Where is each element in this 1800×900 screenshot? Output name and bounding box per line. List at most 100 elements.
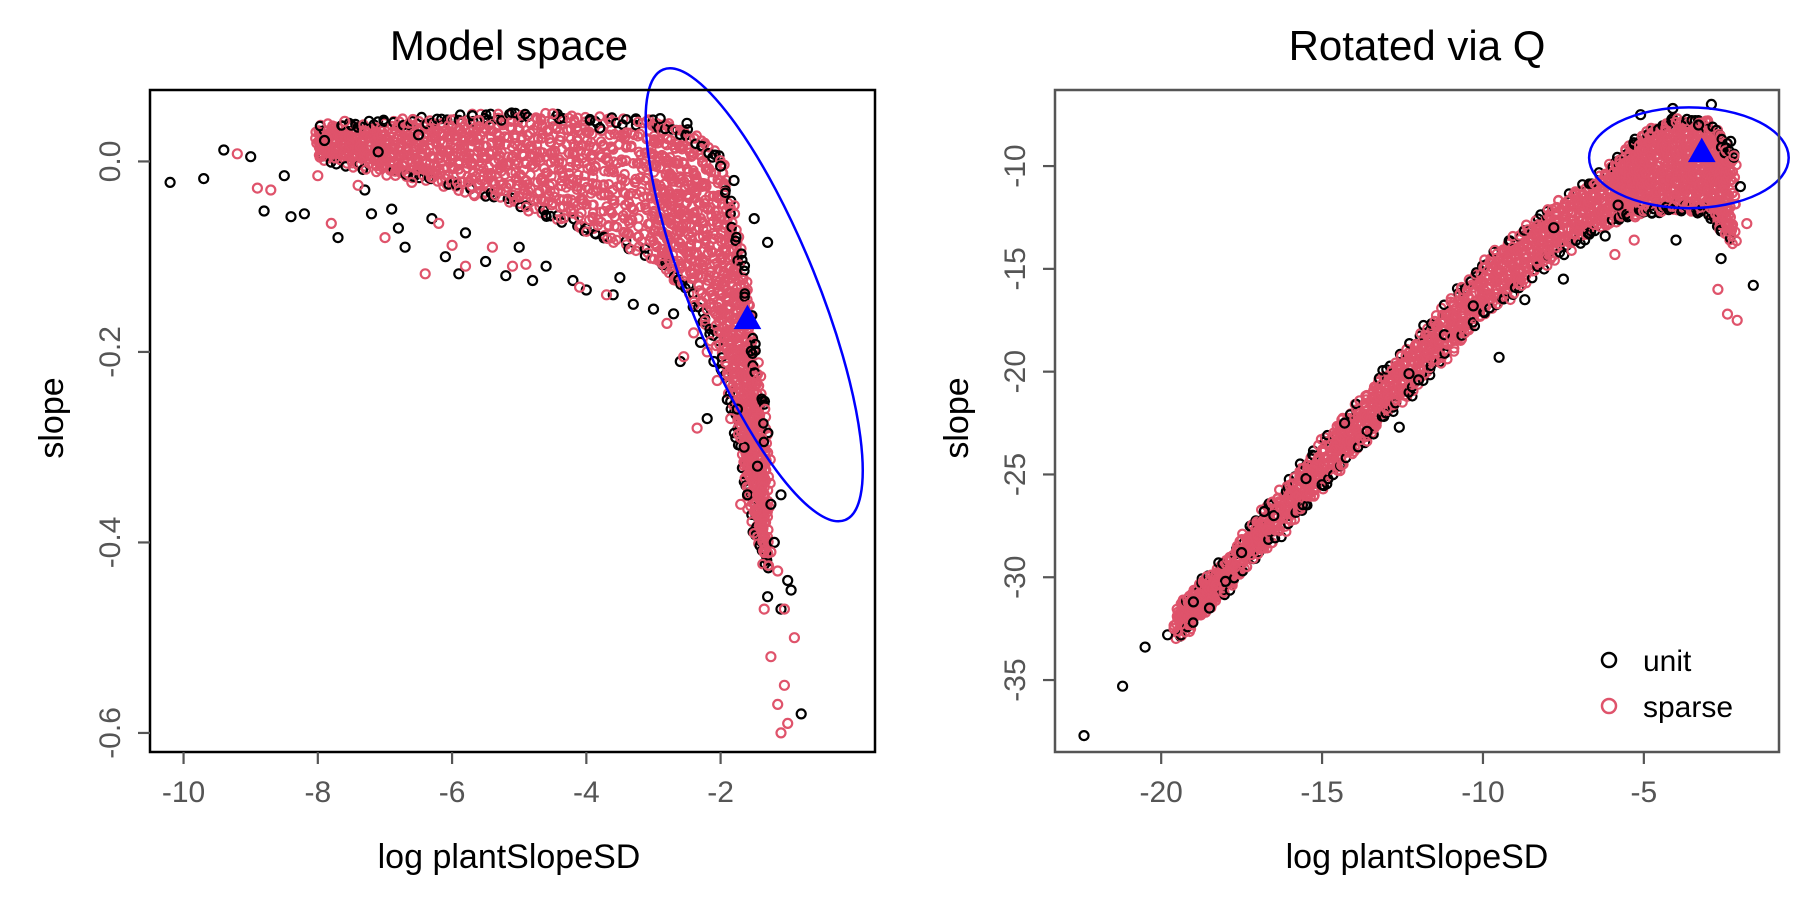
- x-axis-title: log plantSlopeSD: [378, 838, 641, 876]
- data-point: [1721, 308, 1734, 320]
- data-point: [1638, 144, 1650, 156]
- data-point: [1235, 546, 1248, 559]
- data-point: [1210, 579, 1222, 592]
- band-point: [558, 213, 570, 224]
- data-point: [540, 260, 552, 272]
- band-point: [1439, 348, 1450, 359]
- band-point: [697, 259, 709, 271]
- band-point: [573, 140, 584, 152]
- band-point: [623, 229, 634, 240]
- data-point: [1300, 473, 1312, 485]
- legend-label: unit: [1643, 645, 1692, 678]
- band-point: [750, 338, 761, 350]
- data-point: [513, 241, 525, 253]
- band-point: [439, 169, 451, 181]
- data-point: [1702, 131, 1714, 143]
- data-point: [526, 274, 539, 287]
- band-point: [588, 142, 599, 153]
- band-point: [685, 238, 696, 250]
- data-point: [1548, 222, 1560, 234]
- y-tick-label: -25: [999, 453, 1032, 496]
- data-layer: [1078, 98, 1759, 742]
- band-point: [589, 161, 601, 173]
- y-tick-label: -30: [999, 556, 1032, 599]
- y-tick-label: -20: [999, 350, 1032, 393]
- data-point: [480, 255, 492, 268]
- data-point: [1734, 181, 1747, 193]
- band-point: [633, 221, 644, 232]
- band-point: [758, 436, 770, 448]
- data-point: [1731, 314, 1743, 326]
- data-point: [1258, 505, 1270, 518]
- band-point: [739, 260, 751, 272]
- data-point: [285, 211, 297, 223]
- data-point: [607, 289, 619, 301]
- plot-area: -10 -8 -6 -4 -20.0-0.2-0.4-0.6: [94, 67, 877, 809]
- x-tick-label: -6: [439, 776, 466, 809]
- band-point: [735, 243, 747, 254]
- data-point: [412, 129, 425, 141]
- data-point: [775, 727, 787, 739]
- data-point: [547, 108, 559, 120]
- band-point: [1731, 235, 1742, 247]
- data-point: [265, 184, 277, 196]
- data-point: [1509, 271, 1521, 283]
- data-point: [782, 717, 794, 730]
- band-point: [572, 169, 584, 181]
- data-point: [691, 422, 703, 434]
- band-point: [1336, 460, 1347, 471]
- data-point: [1712, 283, 1724, 295]
- band-point: [1521, 219, 1532, 231]
- data-point: [1355, 433, 1367, 446]
- data-point: [1606, 185, 1618, 197]
- band-point: [1529, 230, 1541, 242]
- data-point: [761, 591, 774, 603]
- data-point: [298, 208, 310, 220]
- band-point: [529, 161, 540, 173]
- y-tick-label: -0.6: [94, 707, 127, 759]
- data-point: [751, 460, 764, 472]
- band-point: [616, 154, 627, 165]
- data-point: [751, 489, 764, 501]
- data-point: [1161, 629, 1174, 641]
- data-point: [573, 281, 586, 293]
- band-point: [375, 129, 387, 140]
- band-point: [604, 129, 615, 141]
- data-point: [251, 182, 263, 194]
- data-point: [459, 227, 472, 239]
- band-point: [548, 191, 560, 203]
- band-point: [694, 285, 705, 296]
- data-point: [332, 232, 344, 244]
- band-point: [1361, 436, 1373, 447]
- data-point: [614, 272, 626, 284]
- data-point: [1692, 119, 1705, 131]
- x-tick-label: -5: [1631, 776, 1658, 809]
- band-point: [544, 180, 556, 191]
- band-point: [762, 427, 774, 439]
- band-point: [737, 274, 749, 286]
- data-point: [446, 239, 458, 251]
- band-point: [507, 150, 518, 162]
- band-point: [1729, 190, 1741, 202]
- band-point: [719, 279, 731, 291]
- data-point: [486, 241, 498, 253]
- band-point: [560, 182, 572, 193]
- series-sparse: [231, 108, 801, 739]
- band-point: [1625, 183, 1636, 194]
- x-tick-label: -15: [1300, 776, 1343, 809]
- data-point: [1515, 279, 1528, 291]
- band-point: [546, 178, 558, 189]
- band-point: [1532, 257, 1544, 269]
- band-point: [634, 128, 646, 140]
- data-point: [748, 213, 760, 225]
- band-point: [511, 179, 523, 191]
- x-tick-label: -10: [1461, 776, 1504, 809]
- x-tick-label: -4: [573, 776, 600, 809]
- band-point: [525, 118, 537, 130]
- y-tick-label: -10: [999, 144, 1032, 187]
- data-point: [1329, 444, 1341, 456]
- data-point: [1612, 199, 1624, 211]
- band-point: [714, 232, 725, 244]
